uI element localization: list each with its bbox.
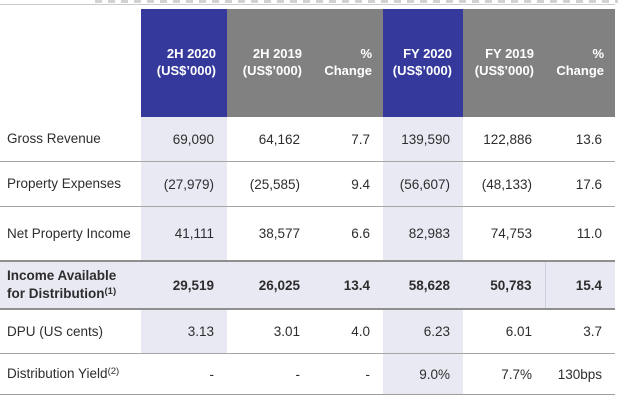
header-period: %	[360, 46, 372, 62]
cell-value: 6.01	[463, 309, 545, 354]
row-label: Income Available for Distribution(1)	[0, 260, 141, 310]
cell-value: (27,979)	[141, 161, 227, 207]
cell-value: 69,090	[141, 117, 227, 162]
header-2h-2020: 2H 2020 (US$’000)	[141, 9, 227, 117]
row-label-text: Gross Revenue	[7, 131, 101, 147]
cell-value: (48,133)	[463, 161, 545, 207]
row-label: Gross Revenue	[0, 117, 141, 162]
header-period: FY 2020	[403, 46, 452, 62]
table-row-income-available-for-distribution: Income Available for Distribution(1) 29,…	[0, 260, 615, 310]
cell-value: 139,590	[383, 117, 463, 162]
cell-value: 58,628	[383, 260, 463, 310]
cell-value: 122,886	[463, 117, 545, 162]
cell-value: 3.13	[141, 309, 227, 354]
cell-value: 15.4	[544, 260, 615, 310]
dashed-top-edge	[95, 0, 618, 3]
cell-value: (25,585)	[227, 161, 313, 207]
table-row-dpu: DPU (US cents) 3.13 3.01 4.0 6.23 6.01 3…	[0, 309, 615, 354]
row-label: Net Property Income	[0, 206, 141, 262]
header-unit: Change	[556, 63, 604, 78]
header-unit: (US$’000)	[242, 63, 302, 78]
cell-value: 9.4	[313, 161, 383, 207]
cell-value: 38,577	[227, 206, 313, 262]
row-label-text: Property Expenses	[7, 176, 122, 192]
row-label-text: Distribution Yield	[7, 366, 108, 382]
header-unit: Change	[324, 63, 372, 78]
header-pct-change-half-year: % Change	[313, 9, 383, 117]
header-blank-cell	[0, 9, 141, 117]
cell-value: 6.23	[383, 309, 463, 354]
cell-value: -	[227, 353, 313, 395]
cell-value: -	[313, 353, 383, 395]
cell-value: 4.0	[313, 309, 383, 354]
cell-value: (56,607)	[383, 161, 463, 207]
header-period: %	[592, 46, 604, 62]
cell-value: 11.0	[545, 206, 615, 262]
cell-value: 26,025	[227, 260, 313, 310]
cell-value: -	[141, 353, 227, 395]
table-row-property-expenses: Property Expenses (27,979) (25,585) 9.4 …	[0, 161, 615, 207]
table-row-distribution-yield: Distribution Yield(2) - - - 9.0% 7.7% 13…	[0, 353, 615, 395]
header-period: 2H 2019	[252, 46, 302, 62]
cell-value: 7.7	[313, 117, 383, 162]
row-label-text: Income Available for Distribution	[7, 268, 117, 301]
table-top-rule	[0, 4, 615, 5]
cell-value: 13.4	[313, 260, 383, 310]
cell-value: 6.6	[313, 206, 383, 262]
row-label-text: DPU (US cents)	[7, 323, 104, 339]
table-row-gross-revenue: Gross Revenue 69,090 64,162 7.7 139,590 …	[0, 117, 615, 162]
cell-value: 17.6	[545, 161, 615, 207]
header-unit: (US$’000)	[474, 63, 534, 78]
header-row: 2H 2020 (US$’000) 2H 2019 (US$’000) % Ch…	[0, 9, 615, 117]
footnote-marker-1: (1)	[104, 285, 117, 297]
row-label: DPU (US cents)	[0, 309, 141, 354]
cell-value: 13.6	[545, 117, 615, 162]
financial-results-table: 2H 2020 (US$’000) 2H 2019 (US$’000) % Ch…	[0, 9, 615, 395]
table-row-net-property-income: Net Property Income 41,111 38,577 6.6 82…	[0, 206, 615, 262]
cell-value: 7.7%	[463, 353, 545, 395]
cell-value: 29,519	[141, 260, 227, 310]
header-pct-change-full-year: % Change	[545, 9, 615, 117]
header-unit: (US$’000)	[156, 63, 216, 78]
cell-value: 82,983	[383, 206, 463, 262]
header-period: FY 2019	[485, 46, 534, 62]
cell-value: 9.0%	[383, 353, 463, 395]
header-2h-2019: 2H 2019 (US$’000)	[227, 9, 313, 117]
row-label: Property Expenses	[0, 161, 141, 207]
footnote-marker-2: (2)	[107, 365, 120, 377]
row-label-text: Net Property Income	[7, 225, 131, 241]
header-period: 2H 2020	[166, 46, 216, 62]
cell-value: 64,162	[227, 117, 313, 162]
header-unit: (US$’000)	[392, 63, 452, 78]
cell-value: 3.01	[227, 309, 313, 354]
header-fy-2020: FY 2020 (US$’000)	[383, 9, 463, 117]
header-fy-2019: FY 2019 (US$’000)	[463, 9, 545, 117]
cell-value: 41,111	[141, 206, 227, 262]
cell-value: 130bps	[545, 353, 615, 395]
row-label: Distribution Yield(2)	[0, 353, 141, 395]
cell-value: 3.7	[545, 309, 615, 354]
cell-value: 74,753	[463, 206, 545, 262]
cell-value: 50,783	[463, 260, 545, 310]
